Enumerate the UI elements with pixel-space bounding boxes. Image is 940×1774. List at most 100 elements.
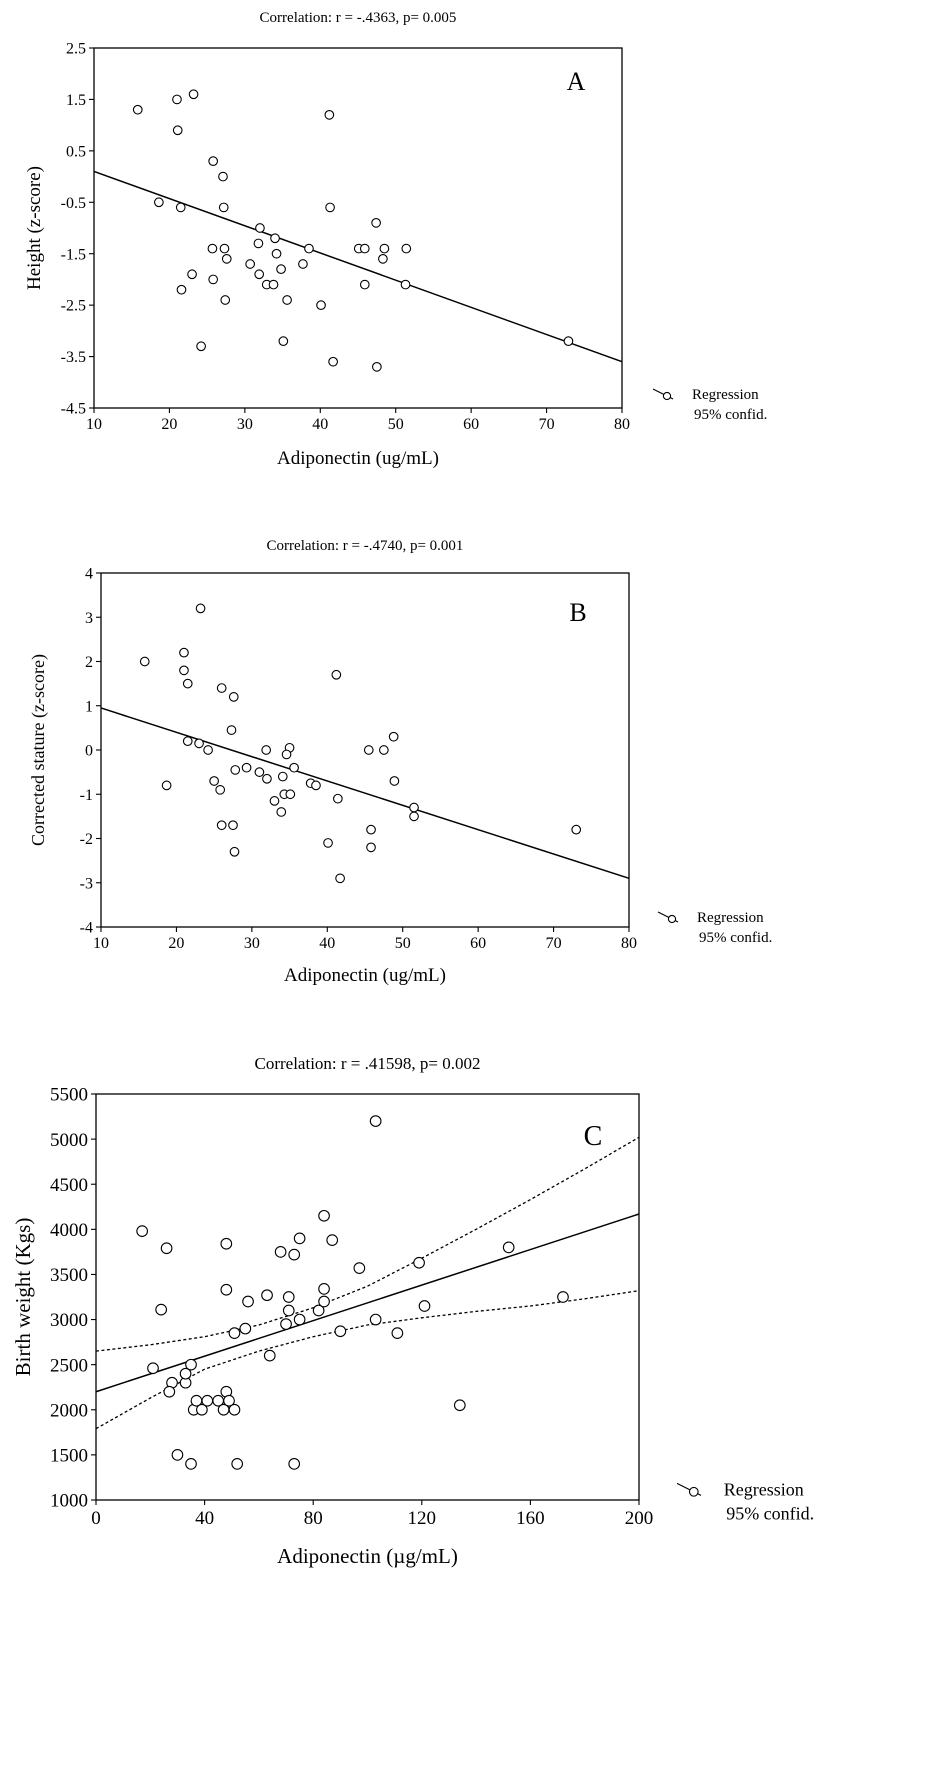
y-tick-label: -2 — [80, 831, 93, 848]
x-tick-label: 30 — [244, 935, 260, 952]
data-point — [254, 269, 265, 280]
chart-panel-c: Correlation: r = .41598, p= 0.002 0 40 80 12… — [11, 1054, 814, 1568]
y-tick-label: -1.5 — [61, 246, 86, 263]
legend-confidence-label: 95% confid. — [694, 407, 767, 423]
data-point — [269, 796, 280, 806]
data-point — [241, 762, 252, 773]
data-point — [288, 1248, 301, 1261]
legend-regression-label: Regression — [692, 387, 759, 403]
data-point — [228, 1327, 241, 1339]
y-tick-label: -0.5 — [61, 195, 86, 212]
y-tick-label: 2 — [85, 654, 93, 671]
chart-title: Correlation: r = -.4740, p= 0.001 — [267, 538, 464, 554]
y-tick-label: 2000 — [50, 1400, 88, 1421]
data-point — [185, 1458, 197, 1470]
data-point — [312, 1304, 325, 1317]
data-point — [282, 1291, 295, 1303]
data-point — [261, 745, 272, 755]
data-point — [324, 110, 335, 120]
y-axis-label: Height (z-score) — [24, 166, 45, 290]
data-point — [418, 1300, 431, 1312]
data-point — [293, 1313, 306, 1326]
data-point — [276, 264, 286, 274]
x-tick-label: 20 — [161, 416, 177, 433]
data-point — [270, 233, 280, 244]
data-point — [563, 336, 574, 346]
y-tick-label: -1 — [80, 787, 93, 804]
data-point — [369, 1115, 382, 1127]
data-point — [155, 1303, 168, 1316]
x-axis-label: Adiponectin (ug/mL) — [277, 448, 439, 469]
y-tick-label: 2.5 — [66, 41, 86, 58]
data-point — [571, 824, 582, 835]
data-point — [281, 749, 292, 760]
data-point — [208, 156, 219, 166]
data-point — [335, 873, 345, 884]
data-point — [502, 1241, 515, 1254]
x-tick-label: 40 — [195, 1508, 214, 1529]
data-point — [195, 603, 206, 614]
data-point — [391, 1327, 404, 1339]
data-point — [326, 1234, 339, 1247]
legend-regression-label: Regression — [724, 1479, 804, 1499]
data-point — [274, 1246, 287, 1258]
y-tick-label: 1 — [85, 698, 93, 715]
data-point — [228, 820, 238, 831]
x-tick-label: 0 — [91, 1508, 101, 1529]
y-tick-label: 0 — [85, 743, 93, 760]
data-point — [453, 1399, 466, 1412]
x-tick-label: 50 — [388, 416, 404, 433]
data-point — [194, 738, 204, 749]
data-point — [331, 669, 342, 680]
data-point — [263, 1349, 276, 1362]
x-tick-label: 50 — [395, 935, 411, 952]
data-point — [196, 1403, 208, 1416]
data-point — [179, 1367, 192, 1380]
y-tick-label: 4 — [85, 566, 93, 583]
y-tick-label: -2.5 — [61, 298, 86, 315]
data-point — [282, 1304, 295, 1317]
data-point — [132, 104, 143, 115]
data-point — [207, 243, 218, 254]
y-tick-label: 1500 — [50, 1446, 88, 1467]
x-tick-label: 120 — [408, 1508, 437, 1529]
data-point — [182, 678, 193, 689]
data-point — [187, 269, 197, 280]
data-point — [400, 279, 411, 290]
data-point — [379, 243, 390, 254]
data-point — [378, 254, 388, 264]
data-point — [288, 1458, 301, 1470]
confidence-band-lower — [95, 1290, 640, 1430]
data-point — [196, 341, 206, 352]
data-point — [371, 218, 381, 228]
data-point — [228, 1403, 241, 1416]
data-point — [255, 223, 265, 233]
data-point — [223, 1394, 235, 1407]
data-point — [401, 243, 412, 254]
data-point — [278, 336, 289, 346]
y-tick-label: 3500 — [50, 1265, 88, 1286]
regression-line — [93, 170, 623, 363]
data-point — [228, 692, 239, 702]
data-point — [332, 793, 343, 804]
x-tick-label: 40 — [319, 935, 335, 952]
data-point — [172, 94, 182, 105]
data-point — [160, 1242, 173, 1255]
data-point — [262, 773, 272, 784]
data-point — [359, 279, 370, 290]
data-point — [188, 89, 199, 100]
data-point — [389, 776, 400, 786]
x-tick-label: 30 — [237, 416, 253, 433]
y-tick-label: -3 — [80, 875, 93, 892]
chart-title: Correlation: r = -.4363, p= 0.005 — [260, 10, 457, 26]
x-tick-label: 10 — [86, 416, 102, 433]
data-point — [557, 1291, 569, 1303]
data-point — [369, 1313, 382, 1326]
panel-label: C — [584, 1121, 603, 1152]
data-point — [216, 820, 227, 831]
data-point — [176, 284, 187, 295]
x-tick-label: 200 — [625, 1508, 654, 1529]
data-point — [334, 1325, 347, 1338]
